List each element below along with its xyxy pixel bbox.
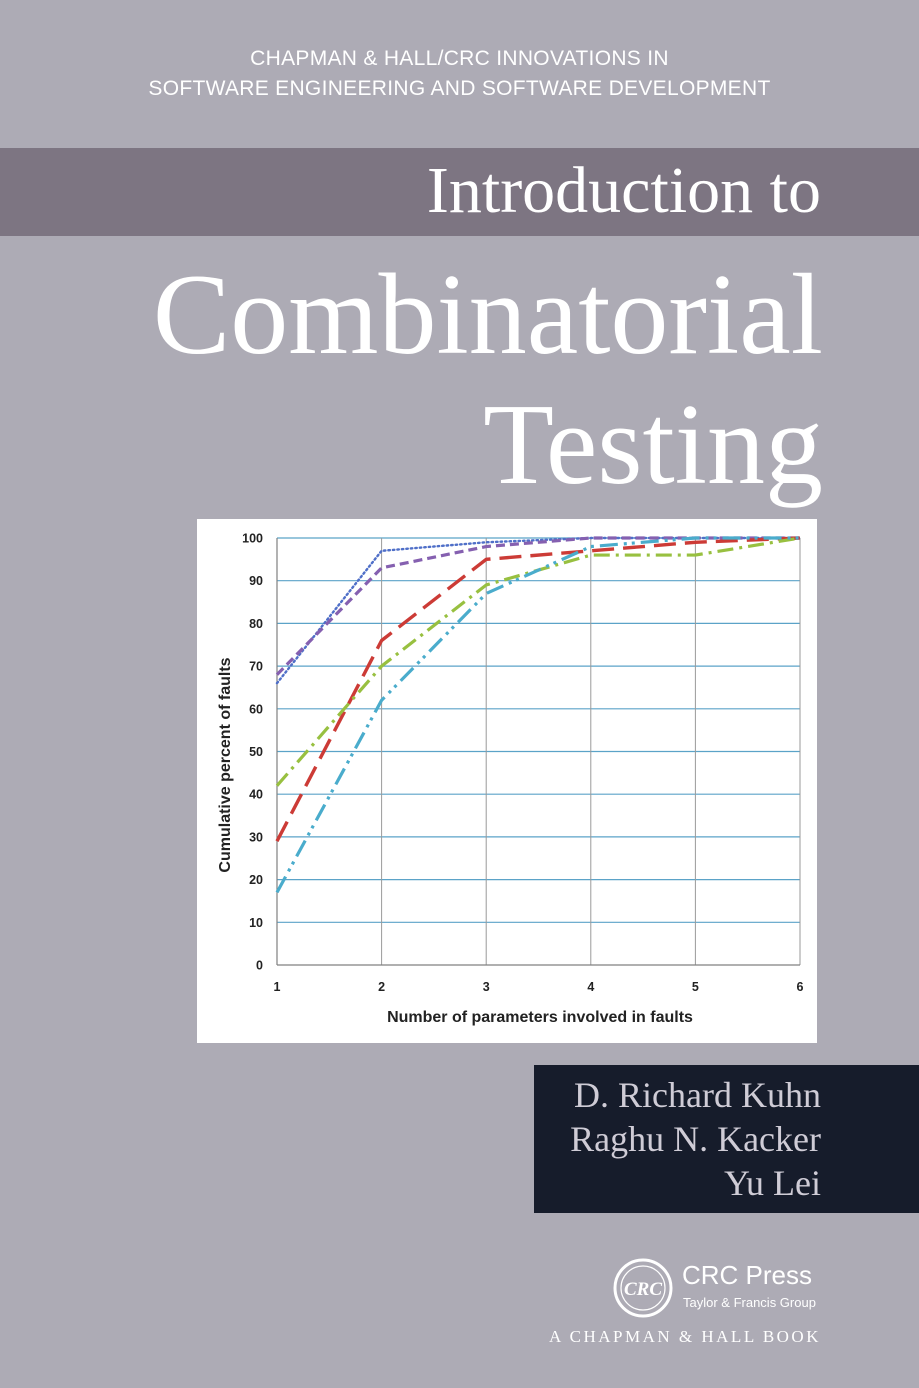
title-band <box>0 148 919 236</box>
chart-axes <box>276 538 800 966</box>
publisher-group: Taylor & Francis Group <box>683 1295 816 1310</box>
chart-x-tick-label: 4 <box>587 980 594 994</box>
chart-series-group <box>275 536 802 894</box>
chart-series-line <box>275 536 801 842</box>
chart-x-axis-label: Number of parameters involved in faults <box>387 1009 693 1026</box>
chart-x-tick-label: 3 <box>483 980 490 994</box>
chart-y-tick-label: 80 <box>249 617 263 631</box>
chart-y-tick-label: 90 <box>249 574 263 588</box>
chart-x-tick-label: 5 <box>692 980 699 994</box>
chart-x-tick-label: 6 <box>797 980 804 994</box>
chart-y-tick-label: 100 <box>242 532 263 546</box>
chart-x-tick-label: 1 <box>274 980 281 994</box>
chart-y-tick-label: 10 <box>249 916 263 930</box>
chart-y-tick-label: 60 <box>249 702 263 716</box>
chart-y-tick-label: 70 <box>249 660 263 674</box>
chart-series-line <box>275 536 800 894</box>
series-title: CHAPMAN & HALL/CRC INNOVATIONS IN SOFTWA… <box>0 44 919 104</box>
author-name: Raghu N. Kacker <box>570 1119 821 1159</box>
chart-series-line <box>275 536 801 787</box>
author-name: D. Richard Kuhn <box>574 1075 821 1115</box>
chart-x-tick-label: 2 <box>378 980 385 994</box>
chart-tick-labels: 0 10 20 30 40 50 60 70 80 90 100 1 2 3 4 5 6 <box>242 532 803 995</box>
chart-y-tick-label: 20 <box>249 873 263 887</box>
chart-y-axis-label: Cumulative percent of faults <box>217 657 234 872</box>
crc-logo-text: CRC <box>624 1279 662 1300</box>
chart-y-tick-label: 40 <box>249 788 263 802</box>
title-main-line2: Testing <box>483 381 823 509</box>
series-title-line1: CHAPMAN & HALL/CRC INNOVATIONS IN <box>250 47 669 70</box>
publisher-name: CRC Press <box>682 1260 813 1290</box>
publisher-imprint: A CHAPMAN & HALL BOOK <box>549 1327 821 1346</box>
crc-press-logo: CRC <box>613 1258 673 1318</box>
chart-svg: 0 10 20 30 40 50 60 70 80 90 100 1 2 3 4 5 6 Number of p… <box>217 532 804 1027</box>
chart-series-line <box>275 536 802 685</box>
author-panel: D. Richard Kuhn Raghu N. Kacker Yu Lei <box>534 1065 919 1213</box>
chart-y-tick-label: 0 <box>256 959 263 973</box>
chart-y-tick-label: 50 <box>249 745 263 759</box>
chart-gridlines <box>276 537 801 965</box>
chart-y-tick-label: 30 <box>249 830 263 844</box>
series-title-line2: SOFTWARE ENGINEERING AND SOFTWARE DEVELO… <box>148 77 771 100</box>
cover-chart: 0 10 20 30 40 50 60 70 80 90 100 1 2 3 4 5 6 Number of p… <box>197 519 817 1043</box>
chart-series-line <box>275 536 800 676</box>
author-name: Yu Lei <box>724 1163 821 1203</box>
title-intro: Introduction to <box>426 154 821 227</box>
title-main-line1: Combinatorial <box>152 251 823 379</box>
